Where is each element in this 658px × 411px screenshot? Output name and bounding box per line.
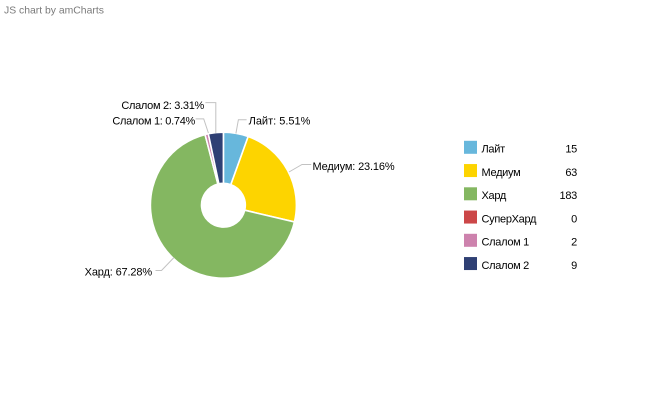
- svg-text:Медиум: 23.16%: Медиум: 23.16%: [313, 161, 395, 173]
- svg-text:63: 63: [565, 167, 577, 179]
- svg-text:Лайт: 5.51%: Лайт: 5.51%: [249, 116, 311, 128]
- svg-text:Хард: 67.28%: Хард: 67.28%: [85, 267, 153, 279]
- svg-text:0: 0: [571, 213, 577, 225]
- svg-text:9: 9: [571, 260, 577, 272]
- svg-text:2: 2: [571, 237, 577, 249]
- svg-text:Слалом 2: Слалом 2: [482, 260, 530, 272]
- svg-text:Слалом 2: 3.31%: Слалом 2: 3.31%: [121, 100, 204, 112]
- svg-text:Слалом 1: 0.74%: Слалом 1: 0.74%: [112, 116, 195, 128]
- svg-text:Медиум: Медиум: [482, 167, 521, 179]
- svg-text:183: 183: [560, 190, 578, 202]
- svg-text:Слалом 1: Слалом 1: [482, 237, 530, 249]
- svg-text:СуперХард: СуперХард: [482, 213, 538, 225]
- svg-text:15: 15: [565, 144, 577, 156]
- svg-text:Хард: Хард: [482, 190, 507, 202]
- svg-text:JS chart by amCharts: JS chart by amCharts: [4, 5, 104, 16]
- svg-text:Лайт: Лайт: [482, 144, 506, 156]
